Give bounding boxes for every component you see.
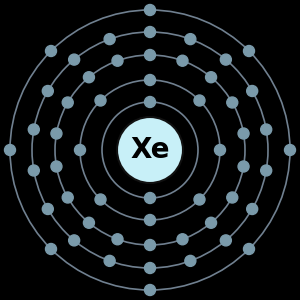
Circle shape: [51, 128, 62, 139]
Circle shape: [177, 234, 188, 245]
Circle shape: [112, 234, 123, 245]
Circle shape: [51, 161, 62, 172]
Circle shape: [206, 72, 217, 83]
Circle shape: [28, 124, 39, 135]
Circle shape: [104, 255, 115, 266]
Circle shape: [261, 124, 272, 135]
Circle shape: [247, 85, 258, 97]
Circle shape: [145, 97, 155, 107]
Circle shape: [4, 145, 16, 155]
Circle shape: [227, 192, 238, 203]
Circle shape: [185, 255, 196, 266]
Circle shape: [95, 194, 106, 205]
Circle shape: [112, 55, 123, 66]
Circle shape: [117, 117, 183, 183]
Circle shape: [145, 239, 155, 250]
Circle shape: [220, 54, 231, 65]
Circle shape: [238, 128, 249, 139]
Circle shape: [247, 203, 258, 214]
Circle shape: [62, 97, 73, 108]
Circle shape: [194, 95, 205, 106]
Circle shape: [42, 85, 53, 97]
Circle shape: [145, 214, 155, 226]
Circle shape: [214, 145, 226, 155]
Circle shape: [42, 203, 53, 214]
Circle shape: [194, 194, 205, 205]
Circle shape: [145, 284, 155, 296]
Circle shape: [244, 244, 254, 254]
Circle shape: [95, 95, 106, 106]
Circle shape: [83, 72, 94, 83]
Circle shape: [145, 4, 155, 16]
Text: Xe: Xe: [130, 136, 170, 164]
Circle shape: [62, 192, 73, 203]
Circle shape: [69, 235, 80, 246]
Circle shape: [177, 55, 188, 66]
Circle shape: [220, 235, 231, 246]
Circle shape: [244, 46, 254, 56]
Circle shape: [69, 54, 80, 65]
Circle shape: [238, 161, 249, 172]
Circle shape: [74, 145, 86, 155]
Circle shape: [185, 34, 196, 45]
Circle shape: [145, 193, 155, 203]
Circle shape: [145, 74, 155, 86]
Circle shape: [46, 46, 56, 56]
Circle shape: [206, 217, 217, 228]
Circle shape: [83, 217, 94, 228]
Circle shape: [261, 165, 272, 176]
Circle shape: [145, 26, 155, 38]
Circle shape: [104, 34, 115, 45]
Circle shape: [145, 50, 155, 61]
Circle shape: [145, 262, 155, 274]
Circle shape: [46, 244, 56, 254]
Circle shape: [28, 165, 39, 176]
Circle shape: [284, 145, 296, 155]
Circle shape: [227, 97, 238, 108]
